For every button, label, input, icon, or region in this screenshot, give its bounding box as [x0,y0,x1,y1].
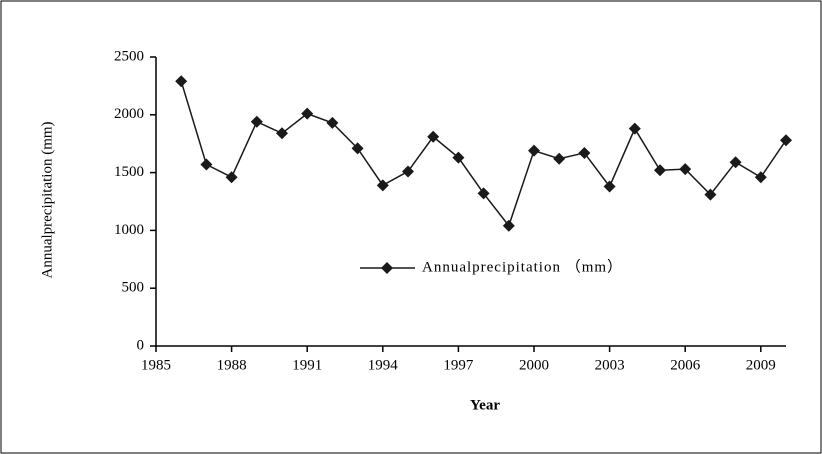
legend-marker [381,262,393,274]
x-tick-label: 1985 [141,357,171,373]
marker [326,116,339,129]
x-tick-label: 1997 [443,357,474,373]
marker [502,219,515,232]
marker [250,115,263,128]
marker [200,158,213,171]
x-tick-label: 2006 [670,357,701,373]
marker [301,107,314,120]
marker [628,122,641,135]
y-tick-label: 2500 [114,48,144,64]
marker [402,165,414,178]
marker [553,152,566,165]
y-axis-title: Annualprecipitation (mm) [39,121,55,278]
marker [654,164,666,177]
marker [528,144,540,157]
x-tick-label: 1988 [217,357,247,373]
marker [452,151,465,164]
marker [578,146,591,159]
marker [780,134,792,147]
x-tick-label: 2009 [746,357,776,373]
marker [276,127,288,140]
marker [376,179,389,192]
y-tick-label: 1500 [114,164,144,180]
marker [175,75,188,88]
x-axis-title: Year [470,397,500,413]
marker [603,180,616,193]
x-tick-label: 2003 [595,357,625,373]
y-tick-label: 500 [122,280,145,296]
marker [679,163,692,176]
x-tick-label: 2000 [519,357,549,373]
marker [351,142,364,155]
marker [477,187,490,200]
x-tick-label: 1991 [292,357,322,373]
marker [427,130,440,143]
legend-label: Annualprecipitation （mm） [422,258,623,275]
y-tick-label: 1000 [114,222,144,238]
marker [704,188,717,201]
y-tick-label: 2000 [114,106,144,122]
y-tick-label: 0 [137,337,145,353]
marker [754,171,767,184]
marker [225,171,238,184]
x-tick-label: 1994 [368,357,399,373]
marker [729,156,742,169]
